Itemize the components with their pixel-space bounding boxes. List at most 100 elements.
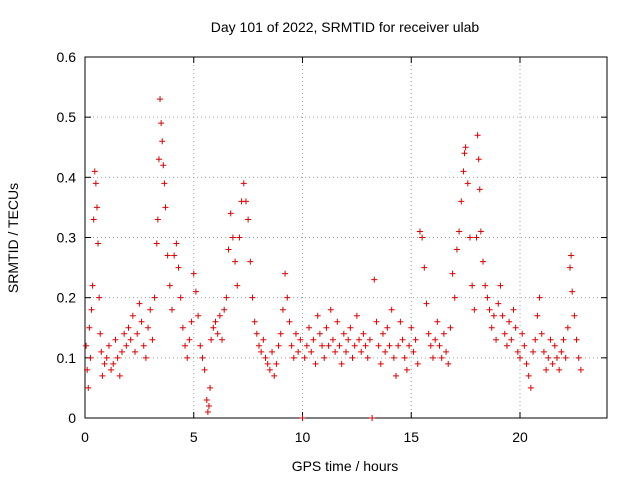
data-point bbox=[482, 282, 489, 289]
data-point bbox=[501, 330, 508, 337]
data-point bbox=[338, 360, 345, 367]
data-point bbox=[192, 288, 199, 295]
data-point bbox=[364, 354, 371, 361]
data-point bbox=[147, 306, 154, 313]
data-point bbox=[397, 318, 404, 325]
data-point bbox=[310, 336, 317, 343]
data-point bbox=[488, 324, 495, 331]
data-point bbox=[134, 330, 141, 337]
data-point bbox=[301, 354, 308, 361]
data-point bbox=[84, 366, 91, 373]
data-point bbox=[547, 336, 554, 343]
data-point bbox=[253, 330, 260, 337]
chart-title: Day 101 of 2022, SRMTID for receiver ula… bbox=[211, 19, 480, 35]
data-point bbox=[103, 354, 110, 361]
data-point bbox=[118, 348, 125, 355]
data-point bbox=[266, 366, 273, 373]
data-point bbox=[151, 294, 158, 301]
data-points bbox=[83, 96, 584, 421]
data-point bbox=[210, 324, 217, 331]
data-point bbox=[473, 234, 480, 241]
data-point bbox=[308, 348, 315, 355]
data-point bbox=[351, 342, 358, 349]
data-point bbox=[388, 306, 395, 313]
data-point bbox=[234, 282, 241, 289]
data-point bbox=[184, 354, 191, 361]
data-point bbox=[299, 415, 306, 421]
data-point bbox=[517, 354, 523, 361]
data-point bbox=[571, 312, 578, 319]
data-point bbox=[477, 228, 484, 235]
data-point bbox=[249, 294, 256, 301]
data-point bbox=[475, 156, 482, 163]
data-point bbox=[323, 324, 330, 331]
data-point bbox=[161, 180, 168, 187]
data-point bbox=[110, 360, 117, 367]
data-point bbox=[153, 240, 160, 247]
data-point bbox=[406, 342, 413, 349]
data-point bbox=[390, 354, 397, 361]
data-point bbox=[469, 282, 476, 289]
data-point bbox=[353, 312, 360, 319]
data-point bbox=[503, 342, 510, 349]
y-tick-label: 0.2 bbox=[57, 290, 77, 306]
data-point bbox=[497, 282, 504, 289]
data-point bbox=[154, 216, 161, 223]
data-point bbox=[425, 330, 432, 337]
data-point bbox=[349, 354, 356, 361]
data-point bbox=[214, 330, 221, 337]
data-point bbox=[204, 408, 211, 415]
data-point bbox=[88, 306, 95, 313]
y-tick-label: 0.1 bbox=[57, 350, 77, 366]
x-tick-label: 10 bbox=[295, 429, 311, 445]
data-point bbox=[399, 336, 406, 343]
data-point bbox=[95, 240, 102, 247]
data-point bbox=[421, 264, 428, 271]
data-point bbox=[212, 318, 219, 325]
data-point bbox=[158, 120, 165, 127]
data-point bbox=[410, 348, 417, 355]
y-tick-label: 0.4 bbox=[57, 169, 77, 185]
data-point bbox=[129, 312, 136, 319]
data-point bbox=[245, 216, 252, 223]
data-point bbox=[408, 324, 415, 331]
data-point bbox=[295, 348, 302, 355]
data-point bbox=[105, 342, 112, 349]
data-point bbox=[567, 264, 574, 271]
data-point bbox=[264, 360, 271, 367]
data-point bbox=[401, 354, 408, 361]
data-point bbox=[343, 348, 349, 355]
data-point bbox=[159, 138, 166, 145]
data-point bbox=[530, 348, 537, 355]
data-point bbox=[436, 342, 443, 349]
data-point bbox=[292, 330, 299, 337]
data-point bbox=[99, 372, 106, 379]
y-axis-title: SRMTID / TECUs bbox=[5, 183, 21, 293]
data-point bbox=[423, 300, 430, 307]
data-point bbox=[525, 372, 532, 379]
data-point bbox=[371, 276, 378, 283]
data-point bbox=[225, 246, 232, 253]
data-point bbox=[362, 342, 369, 349]
data-point bbox=[251, 318, 258, 325]
data-point bbox=[451, 294, 458, 301]
data-point bbox=[553, 354, 560, 361]
data-point bbox=[208, 336, 215, 343]
data-point bbox=[277, 330, 284, 337]
data-point bbox=[534, 312, 541, 319]
x-axis-title: GPS time / hours bbox=[292, 458, 399, 474]
data-point bbox=[432, 336, 439, 343]
data-point bbox=[269, 348, 276, 355]
data-point bbox=[543, 366, 550, 373]
data-point bbox=[223, 294, 230, 301]
data-point bbox=[512, 324, 519, 331]
data-point bbox=[462, 144, 469, 151]
data-point bbox=[190, 270, 197, 277]
data-point bbox=[460, 168, 467, 175]
data-point bbox=[490, 312, 497, 319]
data-point bbox=[395, 342, 402, 349]
data-point bbox=[138, 318, 145, 325]
data-point bbox=[521, 342, 528, 349]
data-point bbox=[393, 372, 400, 379]
data-point bbox=[438, 354, 445, 361]
